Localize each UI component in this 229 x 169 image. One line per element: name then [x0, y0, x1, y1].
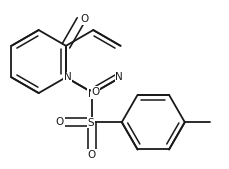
Text: S: S: [87, 118, 94, 128]
Text: O: O: [87, 150, 95, 160]
Text: N: N: [87, 89, 95, 99]
Text: N: N: [63, 72, 71, 82]
Text: O: O: [80, 14, 89, 24]
Text: N: N: [115, 72, 123, 82]
Text: O: O: [56, 117, 64, 127]
Text: O: O: [91, 87, 99, 97]
